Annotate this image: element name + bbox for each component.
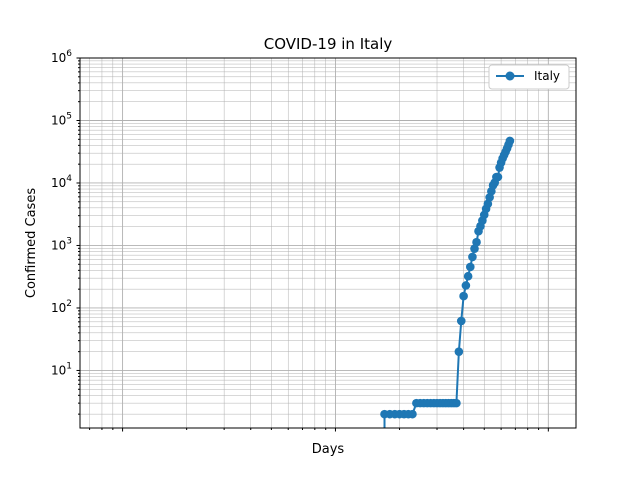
y-tick-exponent: 3 — [66, 236, 72, 246]
y-tick-label: 103 — [51, 236, 72, 252]
plot-frame — [79, 57, 577, 429]
y-tick-label: 104 — [51, 174, 72, 190]
y-tick-label: 105 — [51, 111, 72, 127]
data-point — [466, 262, 475, 272]
y-tick-base: 10 — [51, 301, 66, 315]
data-point — [483, 199, 493, 209]
y-tick-exponent: 4 — [66, 174, 72, 184]
y-tick-base: 10 — [51, 238, 66, 252]
y-tick-base: 10 — [51, 51, 66, 65]
y-tick-label: 101 — [51, 361, 72, 377]
data-point — [493, 172, 503, 182]
legend-entry-italy: Italy — [534, 69, 560, 83]
data-point — [452, 398, 461, 408]
y-tick-base: 10 — [51, 113, 66, 127]
y-tick-label: 106 — [51, 49, 72, 65]
x-axis-label: Days — [312, 442, 345, 457]
data-point — [408, 409, 417, 419]
plot-area — [80, 58, 576, 428]
y-tick-exponent: 2 — [66, 299, 72, 309]
y-tick-exponent: 6 — [66, 49, 72, 59]
grid — [80, 57, 576, 428]
y-tick-base: 10 — [51, 176, 66, 190]
legend: Italy — [488, 64, 570, 90]
series-italy — [380, 136, 515, 428]
y-axis-label: Confirmed Cases — [24, 188, 39, 298]
legend-box — [488, 64, 570, 90]
data-point — [463, 271, 473, 281]
data-point — [472, 237, 481, 247]
y-tick-base: 10 — [51, 363, 66, 377]
data-point — [454, 347, 464, 356]
data-point — [459, 291, 468, 301]
legend-marker — [505, 71, 515, 81]
y-tick-label: 102 — [51, 299, 72, 315]
y-tick-exponent: 5 — [66, 111, 72, 121]
data-point — [468, 252, 477, 262]
data-point — [470, 244, 479, 253]
data-point — [505, 136, 515, 146]
data-point — [461, 281, 471, 290]
chart-title: COVID-19 in Italy — [264, 35, 393, 53]
data-point — [456, 316, 466, 326]
y-tick-exponent: 1 — [66, 361, 72, 371]
